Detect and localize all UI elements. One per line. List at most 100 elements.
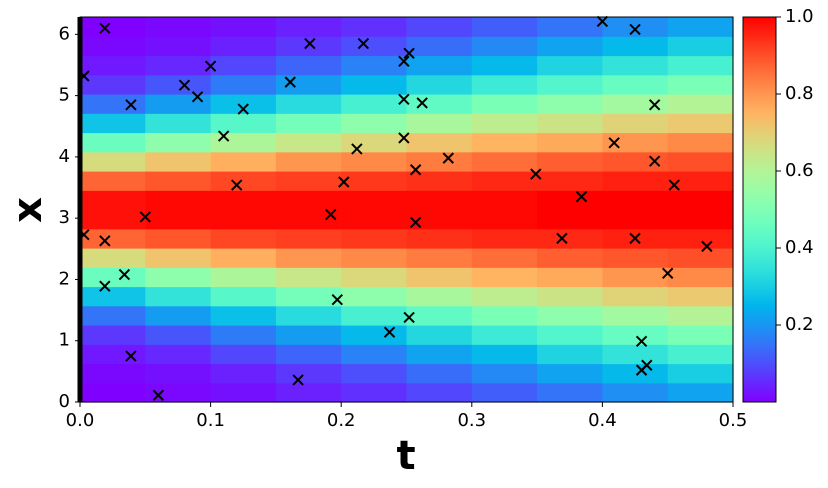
heat-cell [602,286,669,307]
heat-cell [275,151,342,172]
heat-cell [80,209,146,230]
heat-cell [471,344,538,365]
heat-cell [537,286,603,307]
heat-cell [341,363,408,384]
y-tick-label: 6 [59,23,70,44]
heat-cell [275,17,342,37]
x-tick-label: 0.3 [457,410,486,431]
heat-cell [602,171,669,191]
heat-cell [341,267,408,288]
heat-cell [406,55,473,76]
heat-cell [210,363,277,384]
heat-cell [341,74,408,95]
heat-cell [275,94,342,114]
heat-cell [145,94,212,114]
heat-cell [210,267,277,288]
sample-point [99,280,111,292]
heat-cell [471,363,538,384]
heat-cell [341,325,408,345]
heat-cell [471,171,538,191]
heat-cell [210,325,277,345]
heat-cell [80,228,146,249]
y-tick-label: 5 [59,85,70,106]
sample-point [331,293,343,306]
heat-cell [275,267,342,288]
heat-cell [602,305,669,326]
sample-point [338,176,350,188]
heat-cell [471,17,538,37]
heat-cell [341,171,408,191]
heat-cell [80,382,146,403]
heat-cell [341,17,408,37]
heat-cell [471,325,538,345]
heat-cell [80,363,146,384]
heat-cell [406,248,473,268]
sample-point [556,232,568,245]
sample-point [648,99,661,111]
heat-cell [537,382,603,403]
heat-cell [80,325,146,345]
heat-cell [210,382,277,403]
sample-point [668,179,680,191]
heat-cell [145,248,212,268]
heat-cell [667,363,734,384]
y-tick-label: 2 [59,268,70,289]
heat-cell [667,228,734,249]
heat-cell [210,151,277,172]
heat-cell [406,151,473,172]
sample-point [284,76,296,88]
sample-point [641,359,653,371]
heat-cell [80,17,146,37]
heat-cell [602,132,669,153]
heat-cell [667,325,734,345]
heat-cell [145,305,212,326]
heat-cell [537,74,603,95]
heat-cell [145,286,212,307]
heat-cell [275,209,342,230]
heat-cell [471,55,538,76]
heat-cell [80,248,146,268]
heat-cell [602,344,669,365]
sample-point [99,235,111,247]
sample-point [304,37,316,50]
x-axis-label: t [396,433,415,479]
heat-cell [341,113,408,134]
sample-point [125,350,137,362]
heat-cell [275,325,342,345]
heat-cell [537,94,603,114]
sample-point [125,99,137,111]
colorbar-tick-label: 0.4 [785,237,814,258]
heat-cell [341,94,408,114]
heat-cell [341,228,408,249]
heat-cell [341,190,408,211]
heat-cell [667,94,734,114]
heat-cell [210,190,277,211]
heat-cell [602,17,669,37]
heat-cell [406,36,473,57]
heat-cell [145,228,212,249]
sample-point [217,130,230,142]
sample-point [325,208,337,221]
heat-cell [406,363,473,384]
heat-cell [471,113,538,134]
heat-cell [406,17,473,37]
heat-cell [471,132,538,153]
heat-cell [471,190,538,211]
heat-cell [145,132,212,153]
heat-cell [667,74,734,95]
heat-cell [667,132,734,153]
heat-cell [537,36,603,57]
heat-cell [667,55,734,76]
y-tick-label: 1 [59,330,70,351]
heat-cell [406,305,473,326]
sample-point [357,37,370,50]
heat-cell [145,363,212,384]
sample-point [403,47,415,60]
heat-cell [210,36,277,57]
heat-cell [80,36,146,57]
heat-cell [80,171,146,191]
sample-point [231,179,243,191]
heat-cell [537,267,603,288]
heat-cell [210,17,277,37]
heat-cell [471,305,538,326]
